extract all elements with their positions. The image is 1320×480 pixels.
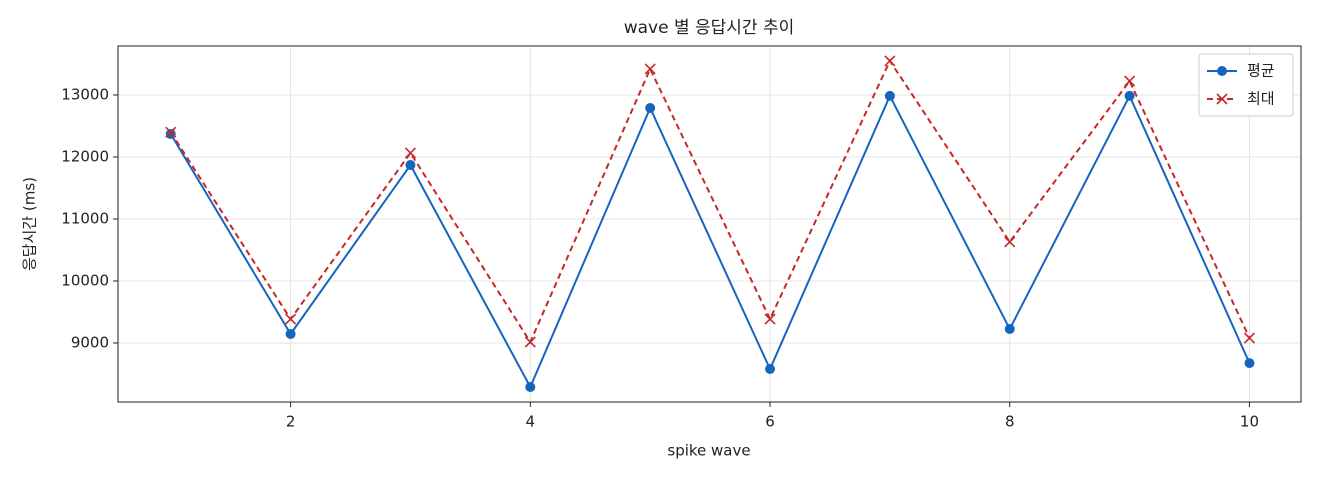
point: [1124, 75, 1136, 87]
chart-title: wave 별 응답시간 추이: [624, 18, 795, 38]
y-tick-label: 13000: [61, 85, 109, 103]
y-tick-label: 11000: [61, 209, 109, 227]
point: [764, 313, 776, 325]
x-tick-label: 4: [526, 413, 536, 431]
legend-marker: [1216, 93, 1228, 105]
point: [644, 63, 656, 75]
point: [285, 313, 297, 325]
point: [524, 336, 536, 348]
legend-marker: [1217, 66, 1227, 76]
point: [405, 160, 416, 171]
point: [404, 147, 417, 159]
y-axis-label: 응답시간 (ms): [21, 177, 39, 271]
x-tick-label: 6: [765, 413, 775, 431]
x-tick-label: 2: [286, 413, 296, 431]
x-tick-label: 8: [1005, 413, 1015, 431]
x-axis-label: spike wave: [667, 442, 750, 460]
point: [765, 364, 776, 375]
point: [1244, 358, 1255, 369]
x-tick-label: 10: [1240, 413, 1259, 431]
point: [165, 126, 177, 138]
point: [285, 328, 296, 339]
line: [169, 58, 1251, 345]
point: [884, 90, 895, 101]
plot-frame: [117, 45, 1302, 403]
point: [1004, 236, 1016, 248]
point: [525, 381, 536, 392]
line: [169, 93, 1251, 390]
y-tick-label: 12000: [61, 147, 109, 165]
point: [884, 55, 896, 67]
point: [645, 102, 656, 113]
point: [1124, 90, 1135, 101]
point: [1243, 332, 1256, 344]
legend-label: 평균: [1247, 62, 1275, 80]
point: [165, 129, 176, 140]
point: [1004, 324, 1015, 335]
y-tick-label: 10000: [61, 271, 109, 289]
y-tick-label: 9000: [71, 333, 109, 351]
legend-label: 최대: [1247, 90, 1275, 108]
legend-box: [1198, 53, 1294, 117]
